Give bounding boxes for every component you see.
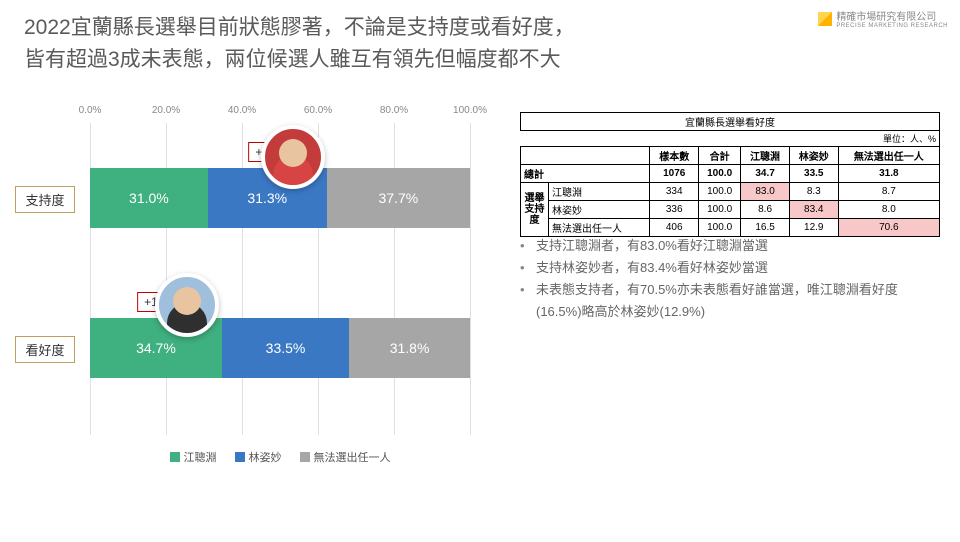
table-cell: 83.4 [789, 201, 838, 219]
chart-bars: 支持度31.0%31.3%+0.337.7%看好度34.7%+1.233.5%3… [90, 123, 470, 435]
page-title: 2022宜蘭縣長選舉目前狀態膠著，不論是支持度或看好度， 皆有超過3成未表態，兩… [24, 12, 575, 75]
axis-tick-label: 0.0% [79, 105, 102, 116]
company-logo: 精確市場研究有限公司 PRECISE MARKETING RESEARCH [818, 8, 948, 29]
bar-segment: 33.5% [222, 318, 349, 378]
table-cell: 83.0 [741, 183, 790, 201]
table-unit: 單位：人、% [521, 131, 940, 147]
bar-segment: 37.7% [327, 168, 470, 228]
logo-icon [818, 12, 832, 26]
legend-label: 江聰淵 [184, 449, 217, 465]
stacked-bar-chart: 0.0%20.0%40.0%60.0%80.0%100.0% 支持度31.0%3… [90, 105, 470, 465]
x-axis-labels: 0.0%20.0%40.0%60.0%80.0%100.0% [90, 105, 470, 123]
table-row-label: 江聰淵 [549, 183, 650, 201]
legend-label: 林姿妙 [249, 449, 282, 465]
table-cell: 8.0 [838, 201, 939, 219]
candidate-avatar [261, 125, 325, 189]
title-line-2: 皆有超過3成未表態，兩位候選人雖互有領先但幅度都不大 [24, 48, 561, 71]
axis-tick-label: 20.0% [152, 105, 180, 116]
table-cell: 406 [650, 219, 699, 237]
bar-row-label: 看好度 [15, 336, 75, 363]
axis-tick-label: 100.0% [453, 105, 487, 116]
table-cell: 8.7 [838, 183, 939, 201]
table-col-header: 樣本數 [650, 147, 699, 165]
table-cell: 100.0 [699, 165, 741, 183]
logo-subtext: PRECISE MARKETING RESEARCH [836, 23, 948, 29]
bar-row-label: 支持度 [15, 186, 75, 213]
bar-row: 看好度34.7%+1.233.5%31.8% [90, 318, 470, 378]
candidate-avatar [155, 273, 219, 337]
table-cell: 33.5 [789, 165, 838, 183]
table-cell: 8.6 [741, 201, 790, 219]
title-line-1: 2022宜蘭縣長選舉目前狀態膠著，不論是支持度或看好度， [24, 16, 575, 39]
table-cell: 1076 [650, 165, 699, 183]
table-col-header: 林姿妙 [789, 147, 838, 165]
bar-segment: 31.8% [349, 318, 470, 378]
table-cell: 31.8 [838, 165, 939, 183]
table-cell: 34.7 [741, 165, 790, 183]
table-col-header: 江聰淵 [741, 147, 790, 165]
insight-bullets: 支持江聰淵者，有83.0%看好江聰淵當選支持林姿妙者，有83.4%看好林姿妙當選… [520, 235, 940, 323]
table-col-header: 合計 [699, 147, 741, 165]
table-cell: 100.0 [699, 183, 741, 201]
axis-tick-label: 40.0% [228, 105, 256, 116]
table-cell: 334 [650, 183, 699, 201]
table-total-label: 總計 [521, 165, 650, 183]
table-cell: 70.6 [838, 219, 939, 237]
crosstab-table: 宜蘭縣長選舉看好度單位：人、%樣本數合計江聰淵林姿妙無法選出任一人總計10761… [520, 112, 940, 237]
axis-tick-label: 80.0% [380, 105, 408, 116]
avatar-head-icon [173, 287, 201, 315]
bar-segment: 31.0% [90, 168, 208, 228]
table-cell: 8.3 [789, 183, 838, 201]
legend-swatch [170, 452, 180, 462]
table-cell: 100.0 [699, 219, 741, 237]
legend-item: 無法選出任一人 [300, 449, 391, 465]
table-col-header: 無法選出任一人 [838, 147, 939, 165]
gridline [470, 123, 471, 435]
legend-label: 無法選出任一人 [314, 449, 391, 465]
table-cell: 16.5 [741, 219, 790, 237]
table-group-label: 選舉支持度 [521, 183, 549, 237]
logo-text: 精確市場研究有限公司 [836, 8, 948, 23]
table-cell: 336 [650, 201, 699, 219]
insight-bullet: 支持江聰淵者，有83.0%看好江聰淵當選 [520, 235, 940, 257]
table-row-label: 無法選出任一人 [549, 219, 650, 237]
table-row-label: 林姿妙 [549, 201, 650, 219]
insight-bullet: 未表態支持者，有70.5%亦未表態看好誰當選，唯江聰淵看好度(16.5%)略高於… [520, 279, 940, 323]
chart-legend: 江聰淵 林姿妙 無法選出任一人 [90, 449, 470, 465]
legend-item: 江聰淵 [170, 449, 217, 465]
axis-tick-label: 60.0% [304, 105, 332, 116]
table-col-blank [521, 147, 549, 165]
legend-swatch [300, 452, 310, 462]
legend-item: 林姿妙 [235, 449, 282, 465]
avatar-head-icon [279, 139, 307, 167]
table-col-blank [549, 147, 650, 165]
table-title: 宜蘭縣長選舉看好度 [521, 113, 940, 131]
table-cell: 12.9 [789, 219, 838, 237]
insight-bullet: 支持林姿妙者，有83.4%看好林姿妙當選 [520, 257, 940, 279]
legend-swatch [235, 452, 245, 462]
table-cell: 100.0 [699, 201, 741, 219]
